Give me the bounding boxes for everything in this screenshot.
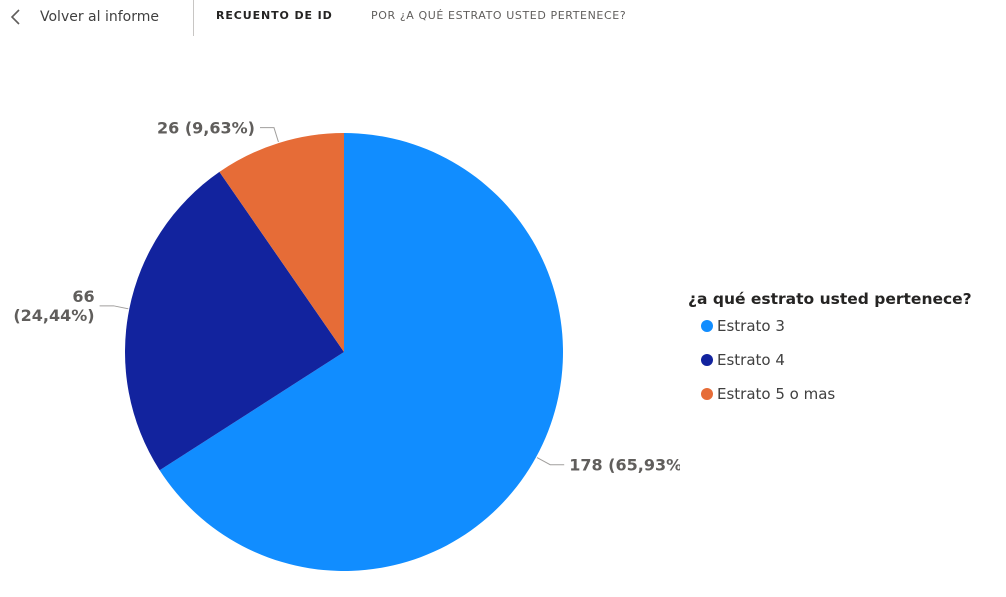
legend-marker-estrato-5-o-mas — [701, 387, 713, 400]
legend-marker-estrato-4 — [701, 353, 713, 366]
legend-item-estrato-4[interactable]: Estrato 4 — [688, 348, 972, 371]
data-label-estrato-5-o-mas: 26 (9,63%) — [157, 119, 255, 138]
breadcrumb-measure: RECUENTO DE ID — [216, 9, 333, 22]
legend-label-estrato-3: Estrato 3 — [717, 316, 785, 335]
pie-slice-estrato-3[interactable] — [159, 133, 564, 571]
chart-legend: ¿a qué estrato usted pertenece? Estrato … — [688, 290, 972, 405]
pie-slice-estrato-5-o-mas[interactable] — [219, 133, 344, 352]
header-divider — [193, 0, 194, 36]
leader-line-estrato-4 — [99, 305, 129, 310]
legend-label-estrato-5-o-mas: Estrato 5 o mas — [717, 384, 836, 403]
legend-label-estrato-4: Estrato 4 — [717, 350, 785, 369]
leader-line-estrato-3 — [536, 457, 565, 466]
back-to-report-button[interactable]: Volver al informe — [8, 4, 159, 30]
legend-title: ¿a qué estrato usted pertenece? — [688, 290, 972, 308]
data-label-estrato-3: 178 (65,93%) — [569, 456, 680, 475]
leader-line-estrato-5-o-mas — [259, 127, 279, 143]
drillthrough-header: Volver al informe RECUENTO DE ID POR ¿A … — [0, 0, 1006, 36]
legend-item-estrato-3[interactable]: Estrato 3 — [688, 314, 972, 337]
legend-marker-estrato-3 — [701, 319, 713, 332]
chevron-left-icon — [8, 7, 24, 27]
pie-slice-estrato-4[interactable] — [125, 171, 345, 471]
breadcrumb-axis: POR ¿A QUÉ ESTRATO USTED PERTENECE? — [371, 9, 627, 22]
legend-item-estrato-5-o-mas[interactable]: Estrato 5 o mas — [688, 382, 972, 405]
data-label-estrato-4: 66 (24,44%) — [13, 287, 94, 325]
pie-chart: 178 (65,93%) 66 (24,44%) 26 (9,63%) — [13, 119, 680, 571]
back-to-report-label: Volver al informe — [40, 9, 159, 25]
